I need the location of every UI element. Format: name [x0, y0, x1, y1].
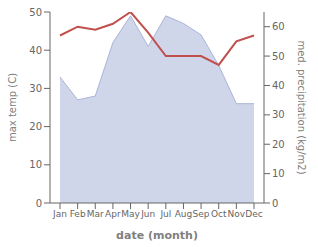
- svg-text:30: 30: [29, 83, 42, 94]
- svg-text:50: 50: [272, 51, 285, 62]
- svg-text:0: 0: [272, 198, 278, 209]
- svg-text:Apr: Apr: [105, 209, 121, 219]
- svg-text:20: 20: [272, 139, 285, 150]
- svg-text:May: May: [121, 209, 140, 219]
- svg-text:Oct: Oct: [211, 209, 227, 219]
- svg-text:med. precipitation (kg/m2): med. precipitation (kg/m2): [296, 40, 307, 174]
- svg-text:date (month): date (month): [116, 229, 198, 242]
- svg-text:Aug: Aug: [175, 209, 193, 219]
- svg-text:Nov: Nov: [228, 209, 246, 219]
- svg-text:max temp (C): max temp (C): [8, 73, 18, 142]
- svg-text:30: 30: [272, 109, 285, 120]
- svg-text:Sep: Sep: [193, 209, 210, 219]
- svg-text:20: 20: [29, 121, 42, 132]
- svg-text:Feb: Feb: [70, 209, 86, 219]
- svg-text:Mar: Mar: [87, 209, 104, 219]
- svg-text:0: 0: [36, 198, 42, 209]
- svg-text:10: 10: [272, 168, 285, 179]
- svg-text:60: 60: [272, 21, 285, 32]
- svg-text:10: 10: [29, 159, 42, 170]
- svg-text:Dec: Dec: [245, 209, 262, 219]
- svg-text:40: 40: [272, 80, 285, 91]
- svg-text:Jun: Jun: [140, 209, 155, 219]
- svg-text:Jul: Jul: [159, 209, 171, 219]
- svg-text:40: 40: [29, 45, 42, 56]
- svg-text:50: 50: [29, 7, 42, 18]
- svg-text:Jan: Jan: [52, 209, 67, 219]
